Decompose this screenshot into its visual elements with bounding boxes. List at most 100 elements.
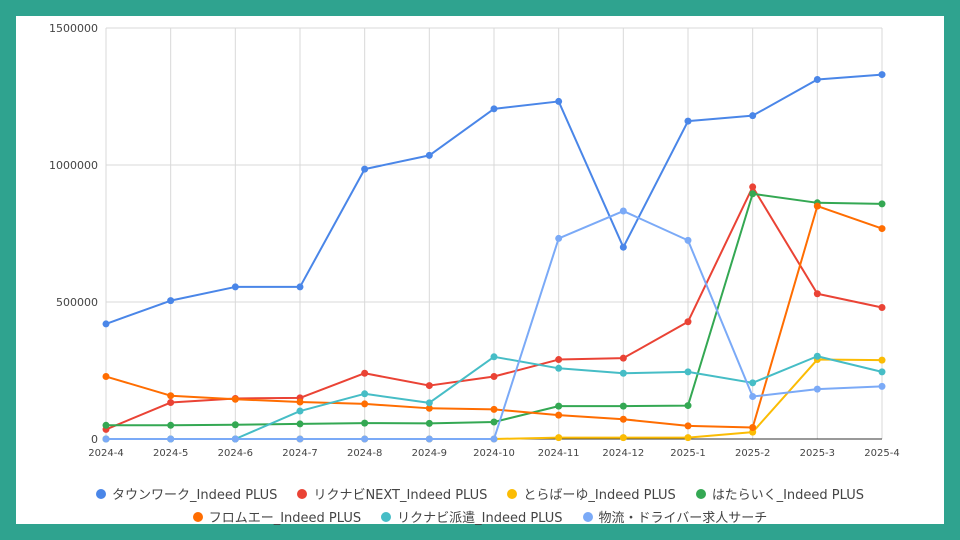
data-point	[684, 236, 692, 244]
data-point	[878, 225, 886, 233]
data-point	[425, 382, 433, 390]
data-point	[231, 283, 239, 291]
x-tick-label: 2024-9	[412, 448, 447, 459]
legend-item: リクナビ派遣_Indeed PLUS	[381, 507, 563, 526]
data-point	[619, 243, 627, 251]
legend-item: とらばーゆ_Indeed PLUS	[507, 484, 676, 503]
data-point	[361, 390, 369, 398]
legend-marker	[297, 488, 308, 499]
y-tick-label: 1000000	[49, 159, 98, 172]
data-point	[167, 392, 175, 400]
data-point	[619, 402, 627, 410]
data-point	[555, 434, 563, 442]
legend-label: フロムエー_Indeed PLUS	[208, 511, 362, 526]
legend-label: リクナビ派遣_Indeed PLUS	[397, 511, 563, 526]
legend-marker	[507, 488, 518, 499]
data-point	[490, 435, 498, 443]
legend-marker	[582, 511, 593, 522]
x-tick-label: 2025-2	[735, 448, 770, 459]
line-chart: 0 500000 1000000 1500000 2024-4 2024-5 2024-6 2…	[49, 22, 900, 459]
data-point	[102, 373, 110, 381]
x-tick-label: 2024-4	[88, 448, 123, 459]
data-point	[555, 97, 563, 105]
x-tick-label: 2025-3	[800, 448, 835, 459]
data-point	[361, 165, 369, 173]
data-point	[490, 373, 498, 381]
x-tick-label: 2025-4	[864, 448, 899, 459]
data-point	[619, 354, 627, 362]
data-point	[684, 368, 692, 376]
data-point	[296, 407, 304, 415]
data-point	[878, 71, 886, 79]
x-tick-label: 2025-1	[670, 448, 705, 459]
data-point	[425, 419, 433, 427]
data-point	[684, 434, 692, 442]
data-point	[231, 435, 239, 443]
data-point	[425, 151, 433, 159]
data-point	[102, 435, 110, 443]
data-point	[490, 105, 498, 113]
x-tick-label: 2024-11	[538, 448, 580, 459]
data-point	[619, 369, 627, 377]
x-tick-label: 2024-8	[347, 448, 382, 459]
data-point	[878, 303, 886, 311]
data-point	[813, 202, 821, 210]
data-point	[296, 435, 304, 443]
data-point	[555, 364, 563, 372]
data-point	[555, 402, 563, 410]
legend-row: タウンワーク_Indeed PLUS リクナビNEXT_Indeed PLUS とら…	[96, 484, 864, 503]
data-point	[167, 435, 175, 443]
series-6	[102, 207, 886, 443]
data-point	[296, 283, 304, 291]
data-point	[296, 420, 304, 428]
y-tick-label: 500000	[56, 296, 98, 309]
legend-item: 物流・ドライバー求人サーチ	[582, 507, 768, 526]
y-tick-label: 1500000	[49, 22, 98, 35]
data-point	[361, 400, 369, 408]
data-point	[878, 382, 886, 390]
data-point	[102, 320, 110, 328]
legend-label: リクナビNEXT_Indeed PLUS	[313, 488, 488, 503]
data-point	[231, 421, 239, 429]
data-point	[167, 399, 175, 407]
legend: タウンワーク_Indeed PLUS リクナビNEXT_Indeed PLUS とら…	[16, 484, 944, 526]
data-point	[490, 353, 498, 361]
data-point	[231, 395, 239, 403]
data-point	[425, 435, 433, 443]
data-point	[361, 419, 369, 427]
data-point	[749, 423, 757, 431]
x-tick-label: 2024-7	[282, 448, 317, 459]
legend-label: タウンワーク_Indeed PLUS	[112, 488, 278, 503]
data-point	[813, 76, 821, 84]
data-point	[684, 117, 692, 125]
legend-item: はたらいく_Indeed PLUS	[695, 484, 864, 503]
data-point	[749, 183, 757, 191]
x-tick-label: 2024-10	[473, 448, 515, 459]
series-0	[102, 71, 886, 328]
data-point	[167, 297, 175, 305]
legend-marker	[695, 488, 706, 499]
legend-item: フロムエー_Indeed PLUS	[192, 507, 362, 526]
data-point	[361, 369, 369, 377]
data-point	[813, 352, 821, 360]
legend-label: はたらいく_Indeed PLUS	[711, 488, 864, 503]
legend-marker	[96, 488, 107, 499]
x-tick-label: 2024-5	[153, 448, 188, 459]
y-tick-label: 0	[91, 433, 98, 446]
legend-marker	[381, 511, 392, 522]
data-point	[490, 405, 498, 413]
data-point	[749, 112, 757, 120]
legend-row: フロムエー_Indeed PLUS リクナビ派遣_Indeed PLUS 物流・ドラ…	[192, 507, 768, 526]
data-point	[361, 435, 369, 443]
data-point	[102, 421, 110, 429]
data-point	[684, 422, 692, 430]
data-point	[878, 368, 886, 376]
data-point	[167, 421, 175, 429]
data-point	[749, 379, 757, 387]
data-point	[813, 385, 821, 393]
data-point	[619, 207, 627, 215]
x-tick-label: 2024-12	[602, 448, 644, 459]
legend-label: 物流・ドライバー求人サーチ	[598, 511, 768, 526]
series-4	[102, 202, 886, 431]
data-point	[813, 290, 821, 298]
